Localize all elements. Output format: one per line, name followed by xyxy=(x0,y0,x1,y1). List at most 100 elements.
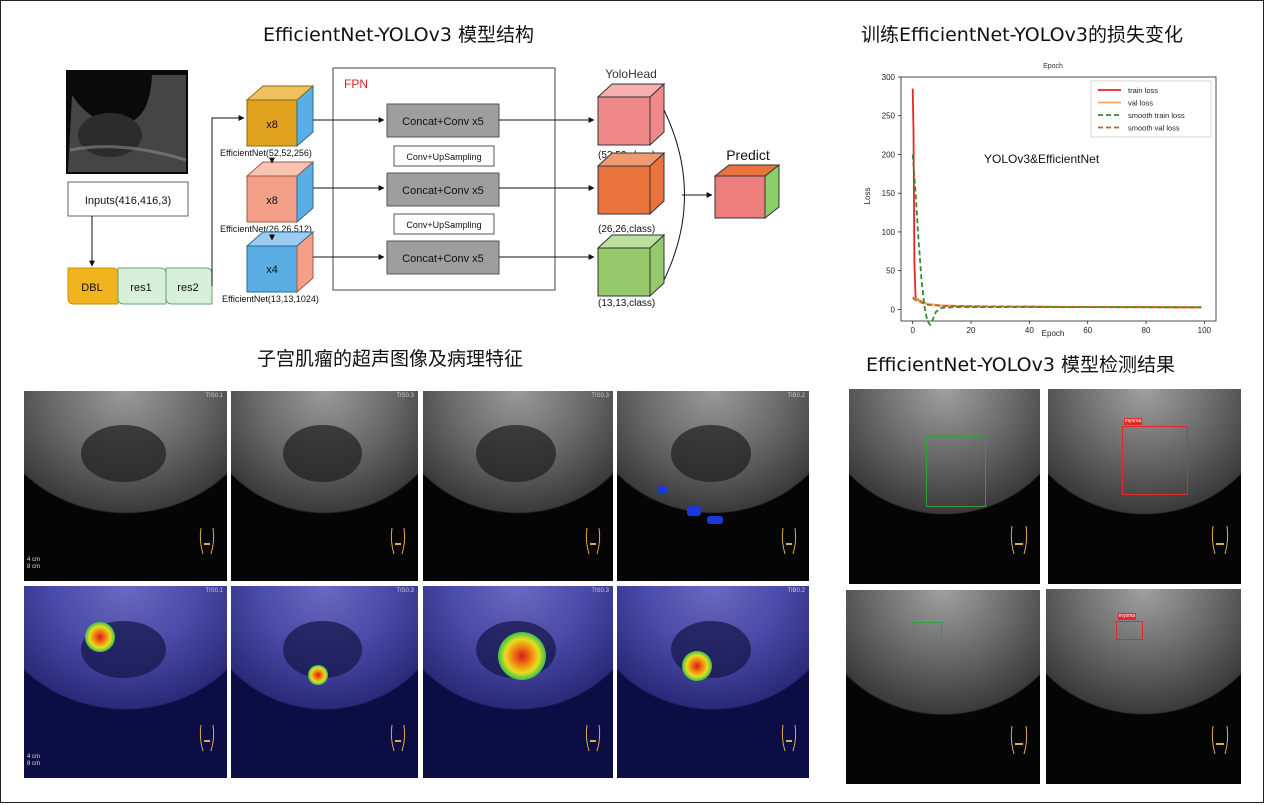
predict-cube xyxy=(713,163,781,220)
legend: train loss val loss smooth train loss smoot… xyxy=(1090,80,1212,138)
x-tick-label: 20 xyxy=(967,326,976,335)
concat-box-2 xyxy=(386,172,500,207)
dbl-label: DBL xyxy=(81,282,102,294)
upsampling-label-1: Conv+UpSampling xyxy=(406,152,481,162)
upsampling-box-2 xyxy=(393,213,495,235)
body-marker-icon xyxy=(197,723,217,758)
body-marker-icon xyxy=(779,526,799,561)
body-marker-icon xyxy=(388,723,408,758)
branch3-mult: x4 xyxy=(266,264,278,276)
branch2-mult: x8 xyxy=(266,195,278,207)
head-out-2: (26,26,class) xyxy=(598,224,655,235)
concat-label-1: Concat+Conv x5 xyxy=(402,116,484,128)
ultrasound-image-1: TIS0.1 4 cm 8 cm xyxy=(24,391,227,581)
tissue-region xyxy=(283,425,362,483)
ti-tag: TIS0.1 xyxy=(205,393,223,399)
concat-box-1 xyxy=(386,103,500,138)
series-line-smooth-val-loss xyxy=(912,297,1202,309)
depth-scale-label: 4 cm xyxy=(27,557,41,563)
efficientnet-cube-2 xyxy=(245,160,315,224)
detection-box xyxy=(1116,621,1143,640)
ti-tag: TIS0.3 xyxy=(396,588,414,594)
attention-heatmap-spot xyxy=(682,651,712,681)
yolohead-cube-1 xyxy=(596,82,666,147)
res1-label: res1 xyxy=(130,282,151,294)
efficientnet-cube-3 xyxy=(245,230,315,294)
depth-scale-label: 8 cm xyxy=(27,761,41,767)
detection-image-1 xyxy=(849,389,1040,584)
x-tick-label: 60 xyxy=(1083,326,1092,335)
attention-heatmap-spot xyxy=(85,622,115,652)
branch2-label: EfficientNet(26,26,512) xyxy=(220,224,312,234)
tissue-region xyxy=(80,425,167,483)
architecture-title: EfficientNet-YOLOv3 模型结构 xyxy=(263,24,534,46)
ti-tag: TIS0.3 xyxy=(591,393,609,399)
body-marker-icon xyxy=(1209,524,1231,561)
detection-title: EfficientNet-YOLOv3 模型检测结果 xyxy=(866,354,1175,376)
inputs-label: Inputs(416,416,3) xyxy=(85,195,171,207)
detection-box xyxy=(1122,426,1188,495)
heatmap-image-4: TIB0.2 xyxy=(617,586,809,778)
res2-block xyxy=(165,267,213,305)
plot-area xyxy=(900,76,1217,322)
concat-box-3 xyxy=(386,240,500,275)
y-tick-label: 300 xyxy=(882,73,896,82)
chart-title: Epoch xyxy=(1043,63,1063,70)
concat-label-3: Concat+Conv x5 xyxy=(402,253,484,265)
body-marker-icon xyxy=(388,526,408,561)
legend-label: train loss xyxy=(1128,86,1158,95)
legend-label: val loss xyxy=(1128,99,1153,108)
architecture-diagram: Inputs(416,416,3) DBL res1 res2 FPN x8 E… xyxy=(66,67,781,309)
depth-scale: 4 cm 8 cm xyxy=(27,557,40,571)
detection-image-3 xyxy=(846,590,1040,784)
depth-scale-label: 8 cm xyxy=(27,564,41,570)
upsampling-label-2: Conv+UpSampling xyxy=(406,220,481,230)
depth-scale-label: 4 cm xyxy=(27,754,41,760)
body-marker-icon xyxy=(1209,724,1231,761)
dbl-block xyxy=(67,267,119,305)
detection-box xyxy=(913,622,942,642)
x-axis-label: Epoch xyxy=(1042,329,1065,338)
yolohead-cube-2 xyxy=(596,151,666,216)
loss-chart: Epoch 0 50 100 150 200 250 300 0 20 40 60 80 100 Ep… xyxy=(843,56,1223,344)
yolohead-cube-3 xyxy=(596,233,666,298)
x-tick-label: 40 xyxy=(1025,326,1034,335)
res1-block xyxy=(117,267,167,305)
body-marker-icon xyxy=(779,723,799,758)
attention-heatmap-spot xyxy=(308,665,328,685)
depth-scale: 4 cm 8 cm xyxy=(27,754,40,768)
y-tick-label: 0 xyxy=(891,305,896,314)
detection-box xyxy=(926,436,986,507)
res2-label: res2 xyxy=(177,282,198,294)
detection-image-4 xyxy=(1046,589,1241,784)
efficientnet-cube-1 xyxy=(245,84,315,148)
body-marker-icon xyxy=(1008,724,1030,761)
body-marker-icon xyxy=(583,723,603,758)
tissue-region xyxy=(670,425,752,483)
input-ultrasound-image xyxy=(66,70,188,174)
y-tick-label: 250 xyxy=(882,112,896,121)
y-tick-label: 50 xyxy=(886,267,895,276)
branch1-label: EfficientNet(52,52,256) xyxy=(220,148,312,158)
y-tick-label: 100 xyxy=(882,228,896,237)
head-out-3: (13,13,class) xyxy=(598,298,655,309)
y-tick-label: 200 xyxy=(882,150,896,159)
tissue-region xyxy=(476,425,556,483)
y-axis-label: Loss xyxy=(863,188,872,205)
branch1-mult: x8 xyxy=(266,119,278,131)
chart-annotation: YOLOv3&EfficientNet xyxy=(984,152,1100,166)
yolohead-label: YoloHead xyxy=(605,67,657,81)
body-marker-icon xyxy=(197,526,217,561)
heatmap-image-3: TIS0.3 xyxy=(423,586,613,778)
training-title: 训练EfficientNet-YOLOv3的损失变化 xyxy=(861,24,1183,46)
doppler-flow xyxy=(657,486,667,494)
ti-tag: TIB0.2 xyxy=(787,393,805,399)
y-tick-label: 150 xyxy=(882,189,896,198)
body-marker-icon xyxy=(1008,524,1030,561)
predict-label: Predict xyxy=(726,147,770,163)
doppler-flow xyxy=(687,506,701,516)
legend-label: smooth train loss xyxy=(1128,111,1185,120)
inputs-box xyxy=(67,181,189,217)
legend-label: smooth val loss xyxy=(1128,124,1180,133)
ultrasound-image-3: TIS0.3 xyxy=(423,391,613,581)
